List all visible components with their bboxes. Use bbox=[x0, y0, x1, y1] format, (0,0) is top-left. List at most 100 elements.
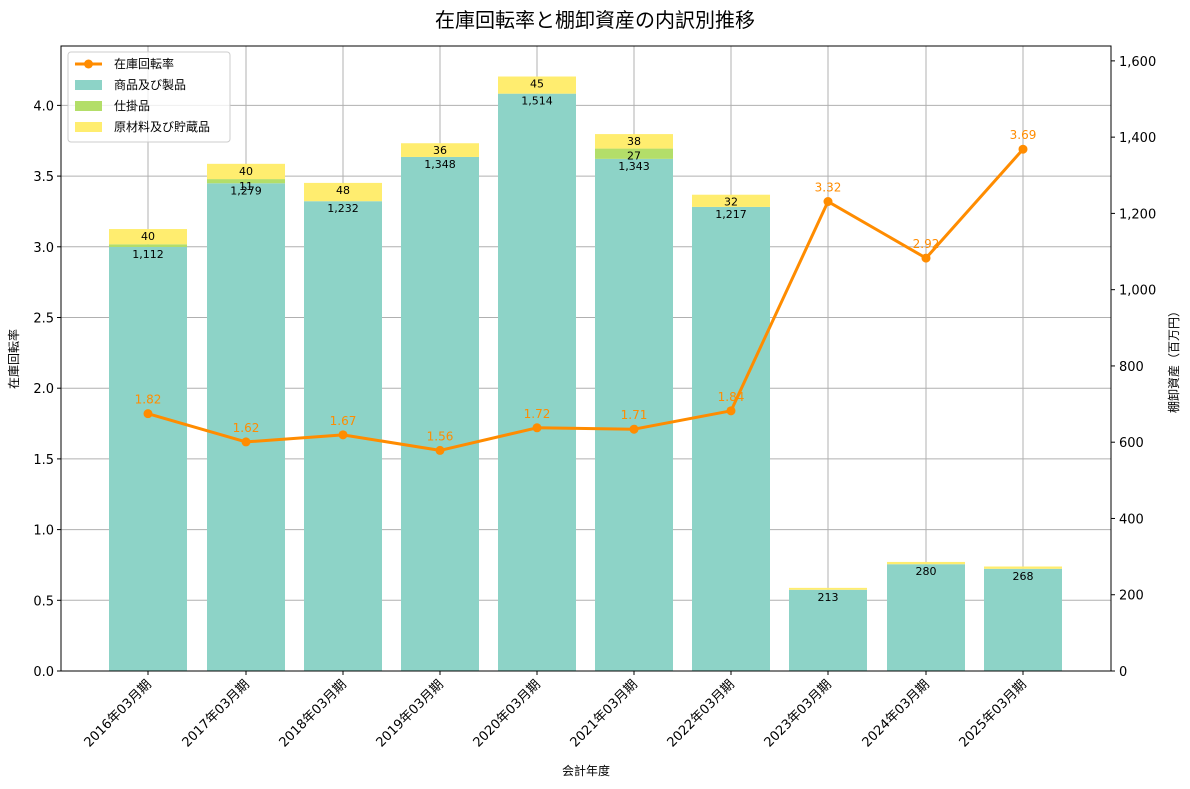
bar-segment bbox=[984, 566, 1062, 569]
line-marker bbox=[823, 197, 833, 207]
bar-value-label: 280 bbox=[916, 565, 937, 578]
line-value-label: 1.72 bbox=[524, 407, 551, 421]
legend-item-label: 仕掛品 bbox=[114, 98, 150, 113]
bar-value-label: 213 bbox=[818, 591, 839, 604]
line-marker bbox=[1018, 144, 1028, 154]
svg-text:800: 800 bbox=[1119, 360, 1144, 375]
line-value-label: 1.84 bbox=[718, 390, 745, 404]
bar-segment bbox=[692, 206, 770, 671]
bar-value-label: 40 bbox=[239, 165, 253, 178]
line-value-label: 2.92 bbox=[913, 237, 940, 251]
svg-text:2.5: 2.5 bbox=[33, 311, 54, 326]
svg-text:4.0: 4.0 bbox=[33, 99, 54, 114]
legend-item-label: 商品及び製品 bbox=[114, 77, 186, 92]
x-tick-label: 2023年03月期 bbox=[762, 677, 835, 750]
bar-segment bbox=[595, 134, 673, 149]
left-axis-label: 在庫回転率 bbox=[6, 329, 21, 389]
bar-segment bbox=[109, 244, 187, 247]
svg-text:600: 600 bbox=[1119, 436, 1144, 451]
svg-text:1.0: 1.0 bbox=[33, 524, 54, 539]
bar-value-label: 1,514 bbox=[521, 95, 553, 108]
x-tick-label: 2019年03月期 bbox=[374, 677, 447, 750]
bar-value-label: 1,217 bbox=[715, 208, 747, 221]
line-marker bbox=[338, 430, 348, 440]
bar-segment bbox=[498, 76, 576, 94]
svg-text:1,400: 1,400 bbox=[1119, 131, 1156, 146]
line-value-label: 1.82 bbox=[135, 393, 162, 407]
svg-text:1,200: 1,200 bbox=[1119, 207, 1156, 222]
line-marker bbox=[629, 424, 639, 434]
left-y-axis: 0.0 0.5 1.0 1.5 2.0 2.5 3.0 3.5 4.0 bbox=[33, 99, 61, 680]
bar-segment bbox=[109, 246, 187, 672]
bar-value-label: 1,348 bbox=[424, 158, 456, 171]
bar-value-label: 40 bbox=[141, 230, 155, 243]
svg-text:2.0: 2.0 bbox=[33, 382, 54, 397]
bar-segment bbox=[595, 148, 673, 159]
bar-value-label: 1,343 bbox=[618, 160, 650, 173]
svg-text:1.5: 1.5 bbox=[33, 453, 54, 468]
x-tick-label: 2022年03月期 bbox=[665, 677, 738, 750]
line-marker bbox=[435, 445, 445, 455]
bar-segment bbox=[109, 229, 187, 245]
x-tick-label: 2025年03月期 bbox=[957, 677, 1030, 750]
line-value-label: 1.56 bbox=[427, 429, 454, 443]
bar-segment bbox=[887, 564, 965, 671]
bar-value-label: 36 bbox=[433, 144, 447, 157]
legend-item-label: 在庫回転率 bbox=[114, 56, 174, 71]
bar-value-label: 27 bbox=[627, 150, 641, 163]
svg-text:0.5: 0.5 bbox=[33, 594, 54, 609]
svg-text:200: 200 bbox=[1119, 589, 1144, 604]
bar-value-label: 32 bbox=[724, 196, 738, 209]
svg-text:1,000: 1,000 bbox=[1119, 284, 1156, 299]
bar-value-label: 45 bbox=[530, 78, 544, 91]
bar-value-label: 1,232 bbox=[327, 202, 359, 215]
bar-value-label: 1,279 bbox=[230, 184, 262, 197]
line-marker bbox=[726, 406, 736, 416]
bar-segment bbox=[789, 587, 867, 590]
line-value-label: 3.32 bbox=[815, 181, 842, 195]
line-marker bbox=[532, 423, 542, 433]
bar-value-label: 268 bbox=[1013, 570, 1034, 583]
bar-segment bbox=[401, 156, 479, 672]
x-tick-label: 2021年03月期 bbox=[568, 677, 641, 750]
bar-value-label: 1,112 bbox=[132, 248, 164, 261]
svg-text:0: 0 bbox=[1119, 665, 1127, 680]
bar-value-label: 11 bbox=[239, 180, 253, 193]
line-value-label: 1.67 bbox=[330, 414, 357, 428]
line-marker bbox=[241, 437, 251, 447]
x-tick-label: 2024年03月期 bbox=[860, 677, 933, 750]
line-value-label: 3.69 bbox=[1010, 128, 1037, 142]
bar-segment bbox=[401, 143, 479, 157]
x-axis-label: 会計年度 bbox=[562, 763, 610, 778]
bar-segment bbox=[207, 179, 285, 184]
line-marker bbox=[143, 409, 153, 419]
bar-segment bbox=[789, 589, 867, 671]
x-axis: 2016年03月期 2017年03月期 2018年03月期 2019年03月期 2020… bbox=[82, 671, 1030, 751]
bar-segment bbox=[207, 163, 285, 180]
x-tick-label: 2016年03月期 bbox=[82, 677, 155, 750]
line-marker bbox=[921, 253, 931, 263]
bar-value-label: 48 bbox=[336, 184, 350, 197]
plot-frame bbox=[60, 45, 1112, 672]
right-axis-label: 棚卸資産（百万円） bbox=[1166, 305, 1181, 413]
svg-text:0.0: 0.0 bbox=[33, 665, 54, 680]
chart-title: 在庫回転率と棚卸資産の内訳別推移 bbox=[435, 8, 755, 32]
x-tick-label: 2017年03月期 bbox=[180, 677, 253, 750]
x-tick-label: 2018年03月期 bbox=[277, 677, 350, 750]
bar-segment bbox=[207, 183, 285, 672]
bar-segment bbox=[304, 182, 382, 202]
bar-value-label: 38 bbox=[627, 135, 641, 148]
bar-segment bbox=[887, 561, 965, 565]
legend-item-label: 原材料及び貯蔵品 bbox=[114, 120, 210, 134]
line-value-label: 1.71 bbox=[621, 408, 648, 422]
x-tick-label: 2020年03月期 bbox=[471, 677, 544, 750]
svg-text:400: 400 bbox=[1119, 512, 1144, 527]
svg-text:1,600: 1,600 bbox=[1119, 55, 1156, 70]
bar-segment bbox=[692, 194, 770, 207]
bar-segment bbox=[498, 93, 576, 671]
bar-segment bbox=[984, 568, 1062, 671]
line-value-label: 1.62 bbox=[233, 421, 260, 435]
